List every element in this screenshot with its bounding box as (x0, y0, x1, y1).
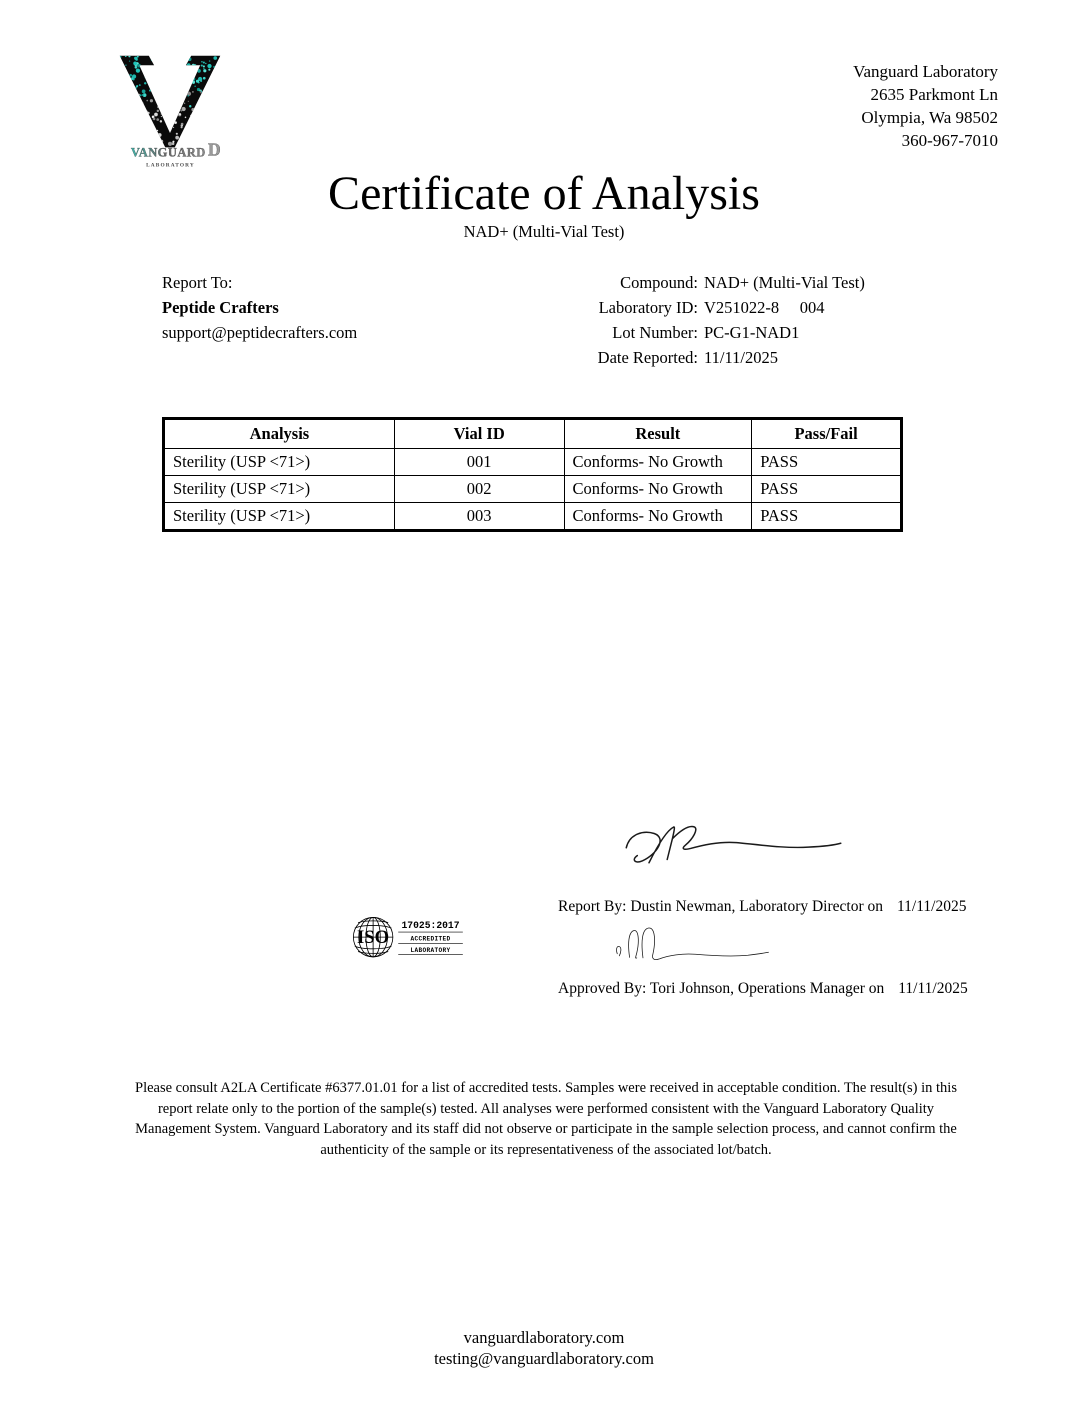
svg-text:17025:2017: 17025:2017 (402, 920, 460, 931)
svg-text:ACCREDITED: ACCREDITED (410, 936, 450, 943)
svg-text:LABORATORY: LABORATORY (410, 947, 450, 954)
svg-text:D: D (208, 141, 221, 159)
svg-text:VANGUARD: VANGUARD (131, 145, 206, 159)
svg-text:ISO: ISO (357, 927, 389, 948)
